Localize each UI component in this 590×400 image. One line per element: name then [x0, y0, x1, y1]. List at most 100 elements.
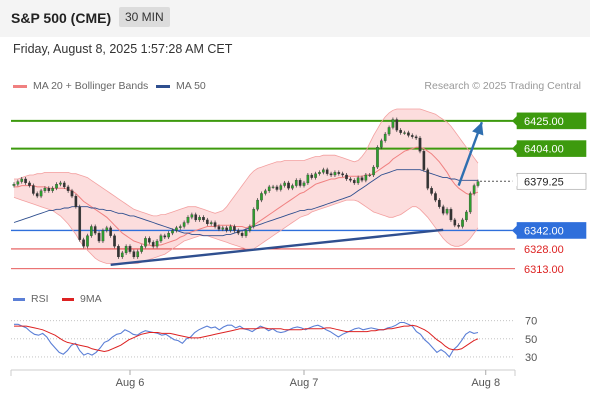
candle — [449, 207, 453, 222]
candle — [229, 224, 232, 233]
x-tick-label: Aug 6 — [116, 377, 145, 389]
candle-body-up — [368, 174, 372, 176]
candle — [136, 249, 140, 259]
candle-body-up — [468, 193, 472, 213]
candle — [434, 191, 437, 203]
candle — [283, 180, 286, 188]
candle-body-up — [380, 140, 383, 148]
support-trendline — [110, 228, 444, 266]
candle-body-down — [47, 188, 51, 191]
candle — [465, 209, 468, 222]
candle — [422, 149, 426, 172]
candle — [86, 233, 89, 249]
candle — [202, 215, 205, 222]
candle-body-down — [24, 178, 27, 184]
candle-body-down — [217, 226, 221, 230]
candle-body-up — [39, 190, 43, 197]
candle-body-up — [322, 169, 325, 173]
candle — [472, 183, 476, 196]
candle-body-up — [209, 222, 213, 225]
level-label-pivot: 6342.00 — [524, 225, 564, 237]
candle — [399, 128, 402, 135]
candle — [182, 220, 186, 229]
candle-body-up — [120, 252, 124, 258]
candle-body-down — [275, 186, 279, 190]
candle — [476, 179, 480, 188]
candle-body-up — [171, 230, 174, 234]
candle — [55, 182, 58, 191]
candle-body-up — [159, 235, 163, 242]
candle — [132, 249, 136, 259]
candle — [35, 191, 39, 199]
legend-9ma: 9MA — [62, 293, 102, 305]
candle — [275, 184, 279, 192]
candle-body-up — [101, 230, 105, 242]
candle-body-up — [333, 172, 337, 176]
candle-body-up — [59, 182, 62, 185]
bollinger-upper-line — [14, 108, 479, 217]
candle-body-up — [403, 132, 406, 134]
candle-body-up — [248, 226, 252, 231]
timeframe-badge[interactable]: 30 MIN — [119, 7, 170, 27]
candle-body-up — [140, 246, 143, 252]
candle — [144, 236, 147, 249]
candle-body-up — [144, 238, 147, 247]
candle-body-down — [360, 177, 364, 181]
candle — [39, 188, 43, 199]
candle-body-up — [279, 185, 283, 190]
candle — [352, 178, 356, 185]
level-label-resistance: 6404.00 — [524, 144, 564, 156]
candle — [186, 215, 190, 225]
candle-body-down — [407, 132, 410, 136]
candle-body-down — [310, 174, 314, 178]
candle-body-up — [376, 147, 379, 168]
candle — [198, 215, 201, 222]
candle-body-down — [82, 239, 85, 247]
candle — [24, 176, 27, 185]
rsi-tick-label: 30 — [525, 352, 537, 364]
candle — [244, 228, 248, 238]
candle-body-up — [90, 226, 93, 236]
candle-body-down — [438, 199, 441, 207]
candle — [28, 180, 31, 188]
candle-body-down — [337, 172, 341, 174]
candle — [97, 231, 101, 244]
candle-body-down — [410, 135, 414, 137]
candle-body-down — [399, 129, 402, 133]
candle — [364, 173, 368, 183]
candle — [159, 233, 163, 244]
candle — [318, 170, 321, 176]
instrument-title: S&P 500 (CME) — [11, 10, 112, 26]
candle — [314, 171, 317, 180]
candle — [267, 184, 271, 193]
candle — [457, 223, 460, 229]
candle-body-down — [240, 232, 244, 236]
candle-body-down — [93, 226, 97, 234]
candle — [20, 176, 24, 184]
candle — [120, 250, 124, 259]
candle — [66, 184, 70, 193]
candle-body-down — [32, 185, 35, 194]
candle-body-up — [445, 209, 449, 214]
candle-body-down — [109, 227, 112, 236]
candle-body-down — [395, 119, 399, 131]
chart-header: S&P 500 (CME) 30 MIN — [0, 0, 590, 37]
candle-body-down — [97, 232, 101, 242]
candle — [395, 117, 399, 133]
candle — [59, 180, 62, 187]
ma20-line — [14, 146, 479, 247]
candle — [410, 133, 414, 139]
rsi-panel: 30 50 70 — [11, 316, 537, 364]
candle-body-down — [430, 188, 433, 194]
candle — [376, 145, 379, 170]
candle-body-down — [128, 246, 132, 252]
bollinger-band-fill — [14, 109, 478, 264]
legend-9ma-label: 9MA — [80, 293, 102, 305]
legend-ma20-swatch — [13, 84, 27, 88]
candle-body-down — [441, 206, 445, 214]
candle — [368, 173, 372, 177]
candle — [391, 117, 395, 130]
candle — [70, 188, 74, 199]
candle-body-up — [16, 181, 20, 185]
